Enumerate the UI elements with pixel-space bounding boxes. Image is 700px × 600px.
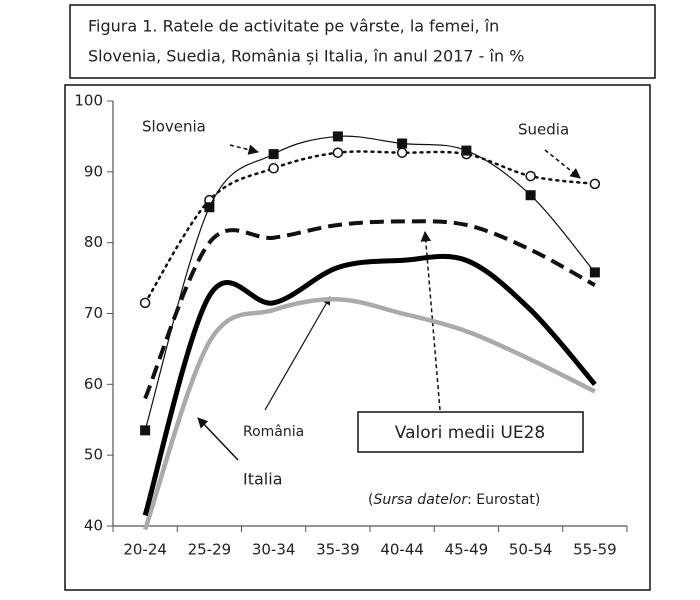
series-line bbox=[143, 219, 596, 400]
series-label: România bbox=[243, 424, 304, 440]
series-label: Suedia bbox=[518, 121, 569, 139]
point-marker bbox=[332, 147, 344, 158]
y-tick-label: 100 bbox=[74, 92, 103, 110]
arrow bbox=[544, 149, 581, 179]
x-tick-label: 35-39 bbox=[316, 541, 360, 559]
point-marker bbox=[461, 145, 472, 156]
arrow bbox=[197, 417, 239, 461]
title-box bbox=[69, 4, 656, 79]
source-part: ( bbox=[368, 492, 373, 508]
x-tick-label: 55-59 bbox=[573, 541, 617, 559]
chart-title: Figura 1. Ratele de activitate pe vârste… bbox=[88, 17, 499, 36]
y-tick-label: 70 bbox=[84, 304, 103, 322]
y-tick-label: 50 bbox=[84, 446, 103, 464]
point-marker bbox=[139, 297, 151, 309]
arrow bbox=[229, 144, 260, 155]
point-marker bbox=[589, 267, 600, 278]
label-box bbox=[357, 411, 584, 453]
point-marker bbox=[268, 163, 279, 174]
chart-title: Slovenia, Suedia, România și Italia, în … bbox=[88, 47, 524, 66]
point-marker bbox=[525, 190, 536, 201]
point-marker bbox=[204, 202, 215, 213]
y-tick-label: 40 bbox=[84, 517, 103, 535]
chart-frame bbox=[64, 84, 651, 591]
y-tick-label: 60 bbox=[84, 375, 103, 393]
x-tick-label: 20-24 bbox=[123, 541, 167, 559]
point-marker bbox=[140, 425, 151, 436]
x-tick-label: 40-44 bbox=[380, 541, 424, 559]
arrow bbox=[420, 230, 441, 411]
point-marker bbox=[525, 170, 536, 182]
point-marker bbox=[589, 178, 601, 190]
series-label: Valori medii UE28 bbox=[395, 423, 545, 443]
y-tick-label: 80 bbox=[84, 233, 103, 251]
point-marker bbox=[268, 149, 279, 160]
x-tick-label: 45-49 bbox=[445, 541, 489, 559]
series-label: Italia bbox=[243, 470, 283, 489]
series-line bbox=[142, 253, 597, 517]
source-part: : Eurostat) bbox=[467, 492, 540, 508]
y-tick-label: 90 bbox=[84, 162, 103, 180]
source-note: (Sursa datelor: Eurostat) bbox=[368, 492, 540, 508]
point-marker bbox=[396, 147, 408, 158]
point-marker bbox=[397, 138, 408, 149]
series-label: Slovenia bbox=[142, 118, 206, 136]
x-tick-label: 25-29 bbox=[188, 541, 232, 559]
point-marker bbox=[332, 131, 343, 142]
series-line bbox=[142, 297, 596, 531]
x-tick-label: 50-54 bbox=[509, 541, 553, 559]
source-part: Sursa datelor bbox=[373, 492, 468, 508]
series-line bbox=[144, 135, 596, 431]
x-tick-label: 30-34 bbox=[252, 541, 296, 559]
arrow bbox=[264, 296, 331, 411]
